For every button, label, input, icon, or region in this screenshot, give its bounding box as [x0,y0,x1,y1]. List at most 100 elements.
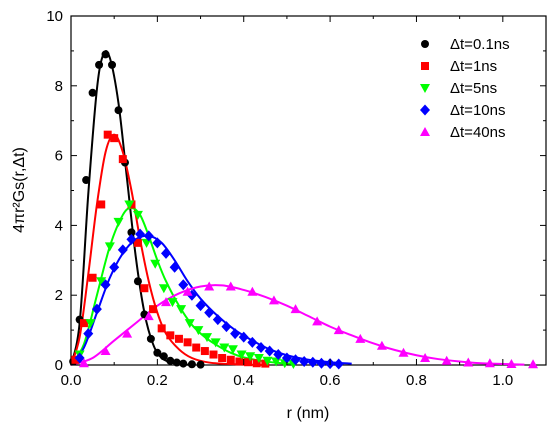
data-point [307,356,318,368]
data-point [157,324,166,333]
data-point [161,247,171,259]
data-point [463,357,474,367]
y-axis-ticks: 0 2 4 6 8 10 [46,8,546,374]
series-1-points [71,130,270,368]
data-point [256,342,266,354]
data-point [74,352,85,364]
data-point [117,244,128,256]
legend-label: Δt=10ns [450,102,505,119]
data-point [230,328,241,340]
data-point [238,331,249,343]
plot-area [69,15,547,370]
series-3-points [74,228,344,370]
data-point [143,230,154,242]
fit-line-series-3 [70,234,352,366]
data-point [398,347,409,357]
data-point [114,106,123,115]
data-point [221,321,232,333]
x-tick-label: 0.8 [406,372,427,389]
data-point [195,300,206,312]
data-point [161,297,171,307]
data-point [88,88,97,97]
data-point [183,338,192,347]
data-point [333,325,344,335]
data-point [174,334,183,343]
fit-lines [70,50,525,366]
legend-marker [421,40,429,48]
data-point [100,346,111,356]
data-point [133,238,142,247]
data-point [247,286,258,296]
data-point [193,326,204,336]
data-point [127,228,136,237]
data-point [110,134,119,143]
data-point [97,200,106,209]
data-point [184,319,195,329]
data-point [71,355,80,364]
data-point [200,347,209,356]
data-point [146,334,155,343]
data-point [149,305,158,314]
data-point [182,286,193,296]
data-point [158,284,169,294]
legend-marker [420,104,430,116]
data-point [420,353,431,363]
legend-label: Δt=40ns [450,124,505,141]
series-4-points [78,281,539,369]
data-point [126,233,137,245]
data-point [264,345,275,357]
y-axis-title: 4πr²Gs(r,Δt) [11,147,28,233]
data-point [281,352,292,364]
data-point [118,155,127,164]
data-point [218,354,227,363]
data-point [135,228,146,240]
y-tick-label: 10 [46,8,63,25]
x-axis-ticks: 0.0 0.2 0.4 0.6 0.8 1.0 [61,16,513,389]
data-point [316,357,327,369]
data-point [140,284,149,293]
data-point [82,176,91,185]
data-point [153,348,162,357]
data-point [100,279,111,291]
data-point [79,319,88,328]
data-point [312,316,323,326]
x-tick-label: 0.0 [61,372,82,389]
data-point [179,359,188,368]
data-point [204,281,215,291]
data-point [152,237,163,249]
data-point [235,357,244,366]
data-point [167,298,178,308]
data-point [166,356,175,365]
data-point [78,358,89,368]
y-tick-label: 8 [55,78,63,95]
data-point [192,343,201,352]
legend: Δt=0.1ns Δt=1ns Δt=5ns Δt=10ns Δt=40ns [420,36,510,141]
fit-line-series-4 [70,284,525,366]
data-point [204,307,215,319]
data-point [236,350,247,360]
data-point [132,210,143,220]
y-tick-label: 6 [55,148,63,165]
data-point [109,261,120,273]
data-point [143,311,154,321]
data-point [95,60,104,69]
data-point [441,355,452,365]
data-point [227,345,238,355]
data-point [252,359,261,368]
data-point [244,358,253,367]
x-tick-label: 0.2 [147,372,168,389]
data-point [219,343,230,353]
data-point [290,354,301,366]
legend-label: Δt=5ns [450,80,497,97]
legend-marker [420,84,430,93]
data-point [83,328,94,340]
data-point [528,359,539,369]
data-point [271,357,282,367]
data-point [91,303,102,315]
data-point [355,333,366,343]
data-point [484,358,495,368]
data-point [169,261,180,273]
legend-label: Δt=0.1ns [450,36,510,53]
legend-marker [420,127,430,136]
